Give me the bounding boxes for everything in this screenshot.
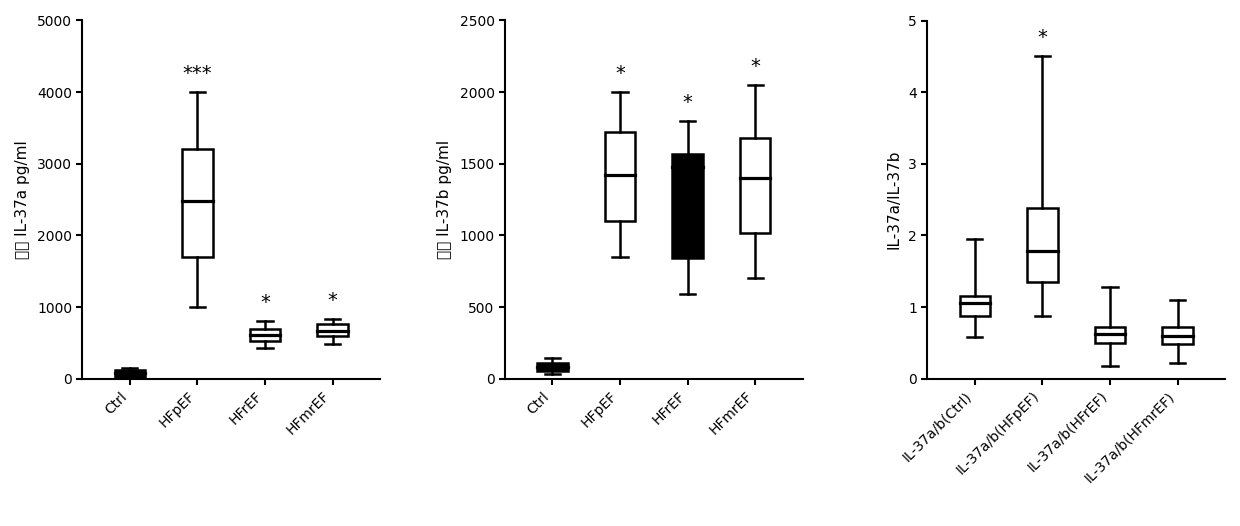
Bar: [537, 363, 568, 371]
Text: ***: ***: [182, 64, 212, 83]
Bar: [1162, 327, 1193, 345]
Text: *: *: [682, 93, 692, 112]
Bar: [182, 149, 212, 257]
Text: *: *: [750, 57, 760, 76]
Y-axis label: 血浆 IL-37b pg/ml: 血浆 IL-37b pg/ml: [438, 140, 453, 259]
Bar: [1027, 208, 1058, 282]
Bar: [114, 370, 145, 378]
Bar: [672, 154, 703, 258]
Bar: [1095, 327, 1125, 343]
Bar: [605, 132, 635, 221]
Y-axis label: 血浆 IL-37a pg/ml: 血浆 IL-37a pg/ml: [15, 140, 30, 259]
Text: *: *: [260, 294, 270, 312]
Text: *: *: [615, 64, 625, 83]
Bar: [740, 138, 770, 232]
Text: *: *: [1038, 28, 1048, 47]
Bar: [249, 329, 280, 341]
Bar: [960, 296, 990, 316]
Bar: [317, 324, 348, 337]
Y-axis label: IL-37a/IL-37b: IL-37a/IL-37b: [887, 150, 901, 249]
Text: *: *: [327, 291, 337, 310]
